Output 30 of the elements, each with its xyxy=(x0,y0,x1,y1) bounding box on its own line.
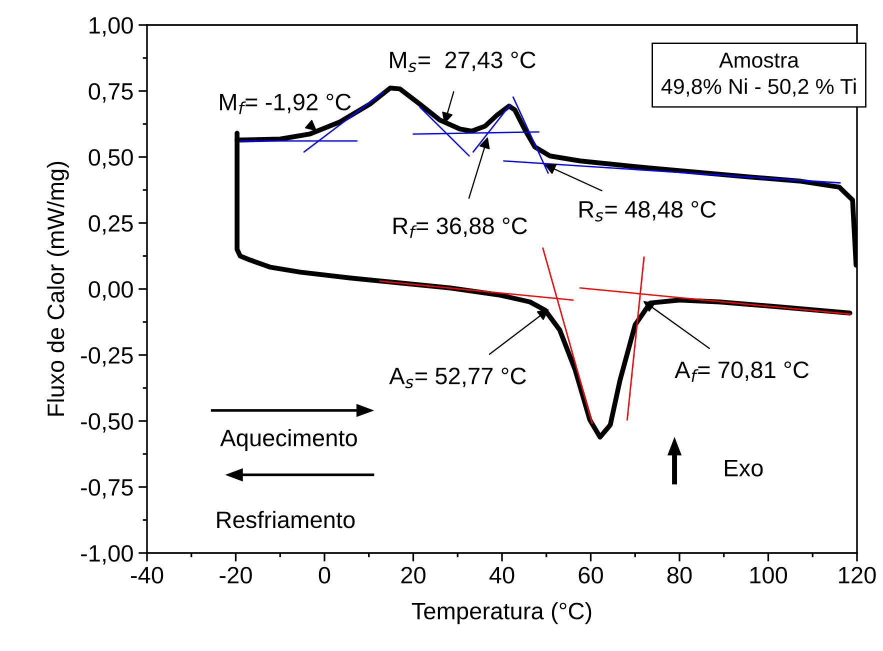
annotation: A$_{f}$= 70,81 °C xyxy=(674,361,809,382)
y-tick-label: -1,00 xyxy=(81,545,133,565)
x-tick-label: -20 xyxy=(220,566,252,584)
y-axis-title: Fluxo de Calor (mW/mg) xyxy=(46,162,69,416)
x-tick-label: 60 xyxy=(578,566,603,584)
x-tick-label: 80 xyxy=(667,566,692,584)
x-tick-label: 40 xyxy=(489,566,514,584)
annotation: Exo xyxy=(724,460,763,476)
y-tick-label: 1,00 xyxy=(90,17,133,37)
x-tick-label: 120 xyxy=(839,566,876,584)
x-tick-label: -40 xyxy=(130,566,164,584)
annotation: M$_{f}$= -1,92 °C xyxy=(220,94,351,114)
x-axis-title: Temperatura (°C) xyxy=(412,602,592,624)
annotation: R$_{f}$= 36,88 °C xyxy=(394,218,528,238)
y-tick-label: 0,50 xyxy=(88,149,133,169)
annotation: Aquecimento xyxy=(220,429,357,452)
annotation: R$_{s}$= 48,48 °C xyxy=(580,200,716,222)
annotation: Amostra 49,8% Ni - 50,2 % Ti xyxy=(661,52,856,97)
y-tick-label: 0,75 xyxy=(88,83,133,103)
annotation: M$_{s}$= 27,43 °C xyxy=(390,52,536,72)
annotation: Resfriamento xyxy=(217,510,355,528)
y-tick-label: -0,50 xyxy=(81,413,133,433)
annotation: A$_{s}$= 52,77 °C xyxy=(389,368,526,388)
y-tick-label: -0,75 xyxy=(81,479,133,499)
x-tick-label: 20 xyxy=(401,566,426,584)
y-tick-label: 0,00 xyxy=(88,281,133,301)
y-tick-label: 0,25 xyxy=(88,215,133,235)
y-tick-label: -0,25 xyxy=(81,347,133,367)
x-tick-label: 0 xyxy=(318,566,330,584)
x-tick-label: 100 xyxy=(750,566,788,584)
